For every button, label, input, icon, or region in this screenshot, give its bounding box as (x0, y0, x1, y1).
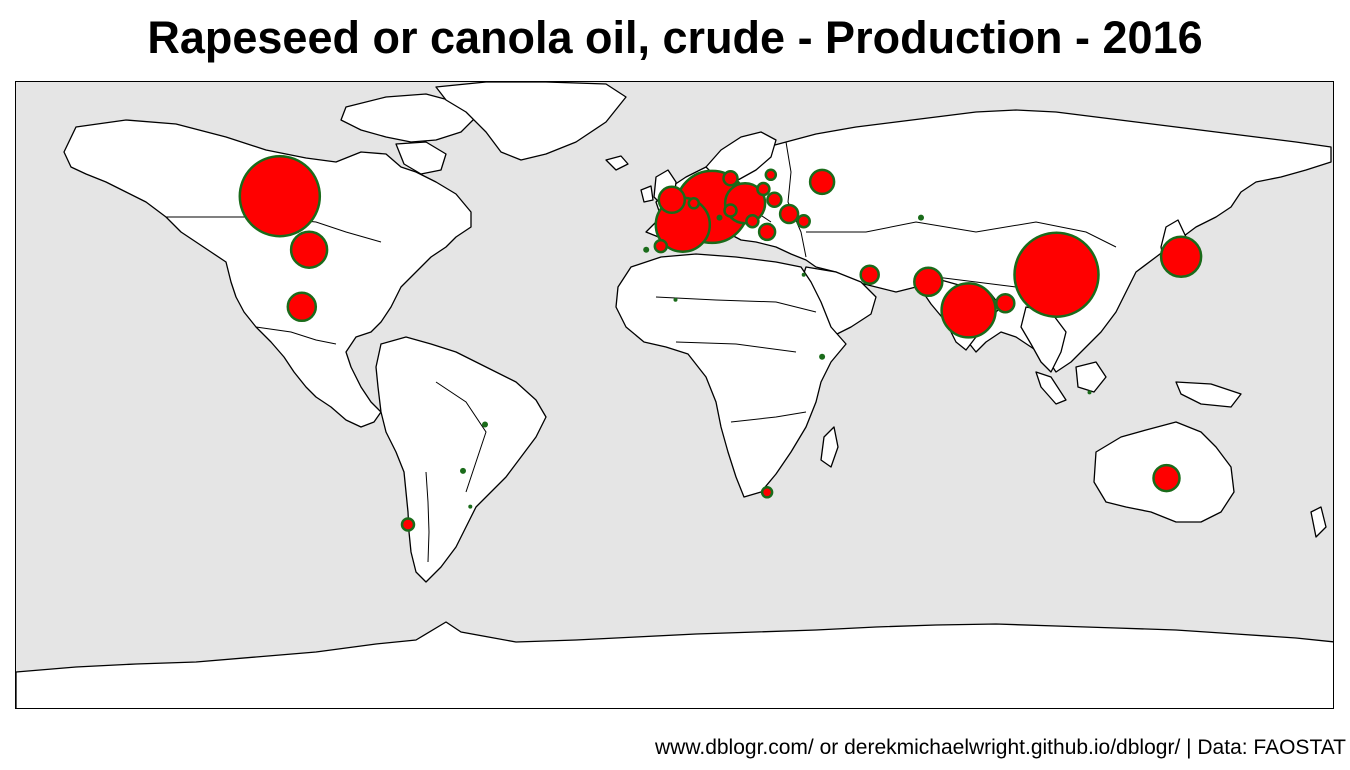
production-bubble (238, 154, 322, 238)
production-bubble (940, 282, 997, 339)
production-bubble (653, 238, 669, 254)
land-greenland (435, 82, 627, 161)
production-bubble (766, 191, 783, 209)
production-bubble (643, 246, 650, 253)
production-bubbles (238, 154, 1203, 532)
border-us-mexico (255, 326, 337, 345)
production-bubble (673, 297, 678, 302)
land-ireland (640, 185, 654, 203)
production-bubble (764, 168, 778, 182)
production-bubble (796, 213, 811, 229)
land-arctic-islands (340, 93, 477, 143)
border-africa-mid (675, 341, 797, 353)
border-russia-west (785, 141, 807, 258)
production-bubble (1013, 231, 1100, 318)
land-southeast-asia (1020, 306, 1067, 373)
map-title: Rapeseed or canola oil, crude - Producti… (147, 12, 1203, 63)
production-bubble (756, 181, 771, 197)
border-russia-south (806, 221, 1117, 248)
land-africa (615, 253, 847, 498)
production-bubble (468, 504, 473, 509)
production-bubble (757, 222, 777, 242)
border-africa-north (655, 296, 817, 313)
production-bubble (1087, 390, 1092, 395)
map-panel (15, 81, 1334, 709)
source-caption: www.dblogr.com/ or derekmichaelwright.gi… (655, 736, 1346, 759)
production-bubble (801, 272, 806, 277)
production-bubble (1152, 463, 1181, 493)
production-bubble (716, 214, 723, 221)
land-borneo (1075, 361, 1107, 393)
land-antarctica (16, 621, 1333, 708)
border-us-canada (166, 216, 382, 243)
production-bubble (482, 421, 488, 428)
production-bubble (286, 291, 318, 323)
border-chile-argentina (425, 471, 430, 563)
production-bubble (778, 203, 800, 225)
land-south-america (375, 336, 547, 583)
land-sumatra (1035, 371, 1067, 405)
production-bubble (657, 185, 687, 215)
land-new-guinea (1175, 381, 1242, 408)
land-north-america (63, 119, 472, 428)
production-bubble (745, 213, 760, 229)
production-bubble (400, 517, 416, 532)
border-brazil (435, 381, 487, 493)
land-new-zealand (1310, 506, 1327, 538)
production-bubble (995, 292, 1016, 314)
land-baffin (395, 141, 447, 175)
production-bubble (819, 353, 826, 360)
production-bubble (1159, 235, 1203, 279)
land-masses (16, 82, 1333, 708)
world-map (16, 82, 1333, 708)
production-bubble (687, 197, 701, 210)
land-madagascar (820, 426, 839, 468)
production-bubble (913, 266, 944, 298)
production-bubble (760, 486, 774, 499)
border-africa-south (730, 411, 807, 423)
production-bubble (918, 214, 924, 221)
production-bubble (808, 168, 836, 196)
production-bubble (723, 203, 738, 218)
land-iceland (605, 155, 629, 171)
production-bubble (859, 264, 880, 285)
production-bubble (722, 170, 739, 187)
production-bubble (289, 230, 329, 269)
production-bubble (460, 467, 466, 474)
